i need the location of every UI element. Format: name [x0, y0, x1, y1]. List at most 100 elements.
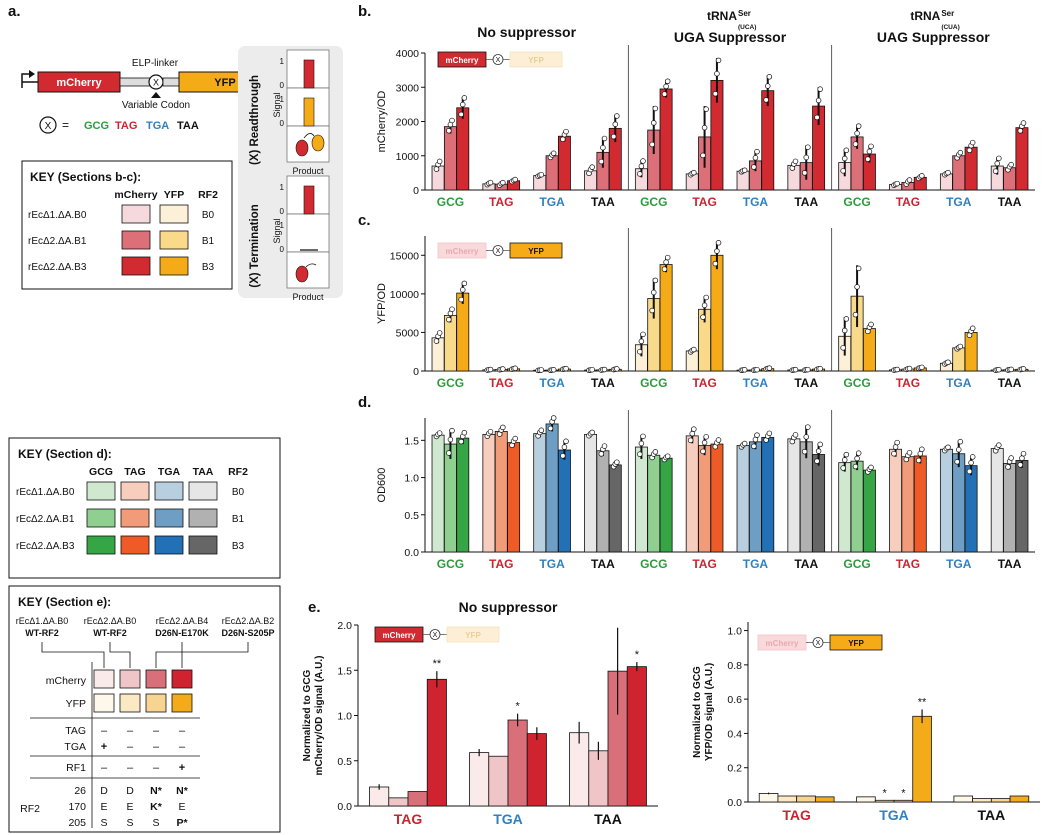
chart-c-xtick-TGA: TGA: [946, 376, 972, 390]
key-e-rf1-val-3: +: [179, 762, 185, 774]
chart-b-point-TGA-2: [969, 139, 976, 146]
chart-d-point-TAA-2: [1020, 450, 1027, 457]
chart-e-right-xtick-TAG: TAG: [782, 807, 811, 823]
chart-d-point-TGA-1: [955, 446, 962, 453]
readthrough-product-yellow: [311, 134, 325, 152]
chart-b-point-TAA-0: [589, 164, 595, 170]
chart-d-point-TAG-0: [689, 430, 695, 437]
chart-d-point-TGA-2: [561, 444, 568, 450]
chart-b-point-TAA-2: [815, 97, 822, 104]
key-bc-title: KEY (Sections b-c):: [30, 170, 141, 184]
key-bc-strain-2: rEcΔ2.ΔA.B3: [28, 262, 87, 273]
chart-d-point-GCG-0: [843, 451, 850, 458]
readthrough-tick-1b: 1: [280, 95, 285, 104]
chart-d-bar-GCG-1: [443, 443, 457, 553]
key-bc-swatch-yfp-0: [159, 204, 189, 224]
chart-b-point-GCG-2: [865, 156, 871, 162]
chart-b-bar-GCG-2: [456, 107, 470, 191]
chart-d-xtick-TAA: TAA: [591, 557, 615, 571]
chart-d-bar-TAG-0: [482, 433, 496, 553]
chart-d-bar-TGA-2: [761, 436, 775, 553]
elp-linker-right: [162, 77, 180, 87]
chart-d-point-TAA-2: [815, 448, 822, 454]
key-e-connector-2: [155, 642, 183, 668]
chart-d-xtick-GCG: GCG: [437, 557, 464, 571]
chart-d-point-TAG-0: [892, 444, 899, 450]
variable-codon-label: Variable Codon: [122, 100, 190, 111]
key-e-strain-1: rEcΔ2.ΔA.B0: [84, 616, 137, 626]
chart-c-point-GCG-2: [868, 321, 874, 328]
chart-c-point-GCG-2: [664, 254, 671, 261]
chart-e-left-title: No suppressor: [459, 599, 558, 615]
chart-c-xtick-TAG: TAG: [896, 376, 920, 390]
key-e-swatch-mcherry-0: [93, 669, 115, 689]
key-e-tga-val-1: –: [127, 741, 134, 753]
key-e-res-26-3: N*: [176, 785, 189, 797]
chart-b-point-GCG-2: [461, 95, 468, 101]
chart-b-point-TAG-2: [512, 176, 518, 183]
chart-d-point-TGA-2: [563, 438, 569, 445]
key-d-col-RF2: RF2: [228, 466, 248, 478]
chart-d-xtick-TAG: TAG: [896, 557, 920, 571]
chart-c-construct-mcherry-label: mCherry: [446, 247, 479, 256]
chart-e-left-xtick-TAA: TAA: [594, 811, 622, 827]
chart-d-point-TAG-0: [487, 428, 494, 435]
key-d-swatch-TGA-0: [154, 481, 184, 501]
chart-c-point-TAG-2: [714, 248, 720, 254]
chart-b-point-TAA-2: [814, 114, 820, 121]
chart-d-point-TGA-2: [969, 454, 976, 460]
termination-tick-1: 1: [280, 183, 285, 192]
chart-d-point-TAG-0: [687, 437, 694, 444]
chart-b-point-TAA-0: [996, 155, 1002, 162]
chart-d-xtick-GCG: GCG: [640, 557, 667, 571]
chart-e-right-construct-yfp-box: [829, 634, 883, 651]
chart-d-point-TAA-0: [996, 442, 1002, 448]
chart-d-xtick-TAG: TAG: [692, 557, 716, 571]
key-e-tag-val-1: –: [127, 725, 134, 737]
termination-mid-frame: [286, 213, 330, 253]
elp-linker-label: ELP-linker: [132, 58, 179, 69]
key-bc-swatch-mcherry-2: [121, 256, 151, 276]
chart-b-bar-TGA-2: [557, 135, 571, 191]
chart-b-point-GCG-2: [868, 143, 874, 150]
chart-d-point-GCG-2: [458, 438, 464, 445]
chart-c-point-GCG-1: [446, 316, 452, 323]
key-e-res-205-0: S: [100, 817, 107, 829]
readthrough-signal-label: Signal: [272, 92, 282, 117]
chart-c-point-GCG-2: [460, 287, 466, 293]
chart-e-right-construct-mcherry-label: mCherry: [766, 639, 799, 648]
chart-c-point-TAA-1: [1008, 366, 1014, 373]
chart-d-point-TGA-2: [966, 468, 973, 475]
key-e-swatch-yfp-1: [119, 693, 141, 713]
chart-b-point-TGA-2: [763, 97, 769, 103]
key-e-rf1-val-2: –: [153, 762, 160, 774]
chart-e-left-bar-TGA-0: [469, 752, 490, 807]
key-bc-swatch-yfp-1: [159, 230, 189, 250]
chart-b-point-TGA-1: [957, 149, 964, 156]
chart-b-point-TAA-1: [601, 135, 608, 142]
chart-e-left-bar-TAA-3: [626, 666, 647, 807]
chart-e-left-bar-TGA-1: [488, 755, 509, 807]
codon-label-TGA: TGA: [146, 120, 169, 132]
chart-d-xtick-TGA: TGA: [743, 557, 769, 571]
chart-d-point-TGA-1: [957, 438, 964, 445]
chart-d-bar-GCG-1: [850, 460, 864, 553]
chart-d-point-TAA-1: [803, 434, 809, 440]
chart-e-right-ytick-label: 1.0: [727, 626, 742, 638]
key-d-title: KEY (Section d):: [18, 447, 112, 461]
chart-e-left-construct-mcherry-label: mCherry: [383, 631, 416, 640]
chart-b-point-TAA-1: [801, 170, 808, 176]
key-bc-col-mcherry: mCherry: [114, 189, 157, 201]
chart-e-left-bar-TAG-1: [388, 797, 409, 807]
chart-e-right-ytick-label: 0.2: [727, 763, 742, 775]
chart-e-right-ytick-label: 0.6: [727, 694, 742, 706]
chart-c-point-GCG-0: [436, 330, 443, 336]
key-bc-strain-1: rEcΔ2.ΔA.B1: [28, 236, 87, 247]
key-e-res-205-3: P*: [176, 817, 188, 829]
chart-d-bar-TAA-1: [799, 441, 813, 553]
chart-c-point-TAA-2: [614, 366, 620, 372]
chart-d-point-GCG-2: [461, 429, 468, 436]
chart-c-point-TAG-0: [894, 366, 900, 373]
chart-d-point-TAA-1: [1008, 455, 1014, 461]
